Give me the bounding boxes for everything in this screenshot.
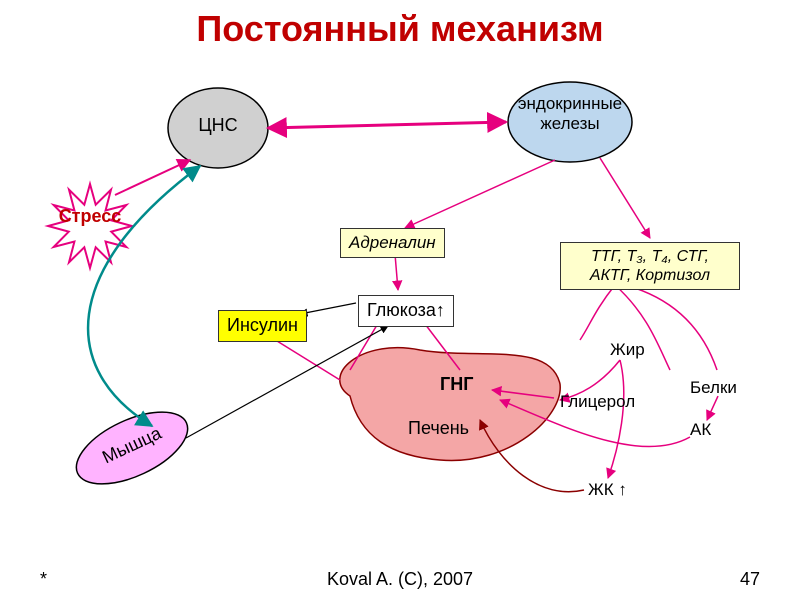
glucose-box: Глюкоза↑ <box>358 295 454 327</box>
page-title: Постоянный механизм <box>0 8 800 50</box>
gng-label: ГНГ <box>440 374 473 395</box>
endo-label: эндокринные железы <box>510 94 630 134</box>
footer-right: 47 <box>740 569 760 590</box>
ffa-label: ЖК ↑ <box>588 480 627 500</box>
hormones-box: ТТГ, Т₃, Т₄, СТГ, АКТГ, Кортизол <box>560 242 740 290</box>
cns-label: ЦНС <box>168 115 268 136</box>
liver-label: Печень <box>408 418 469 439</box>
fat-label: Жир <box>610 340 645 360</box>
ak-label: АК <box>690 420 711 440</box>
muscle-label: Мышца <box>73 411 191 481</box>
footer-center: Koval A. (C), 2007 <box>0 569 800 590</box>
proteins-label: Белки <box>690 378 737 398</box>
adrenalin-box: Адреналин <box>340 228 445 258</box>
stress-label: Стресс <box>55 206 125 227</box>
insulin-box: Инсулин <box>218 310 307 342</box>
glycerol-label: Глицерол <box>560 392 635 412</box>
